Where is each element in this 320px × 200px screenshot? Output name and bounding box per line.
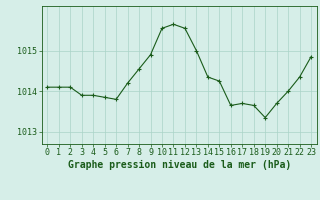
X-axis label: Graphe pression niveau de la mer (hPa): Graphe pression niveau de la mer (hPa) (68, 160, 291, 170)
